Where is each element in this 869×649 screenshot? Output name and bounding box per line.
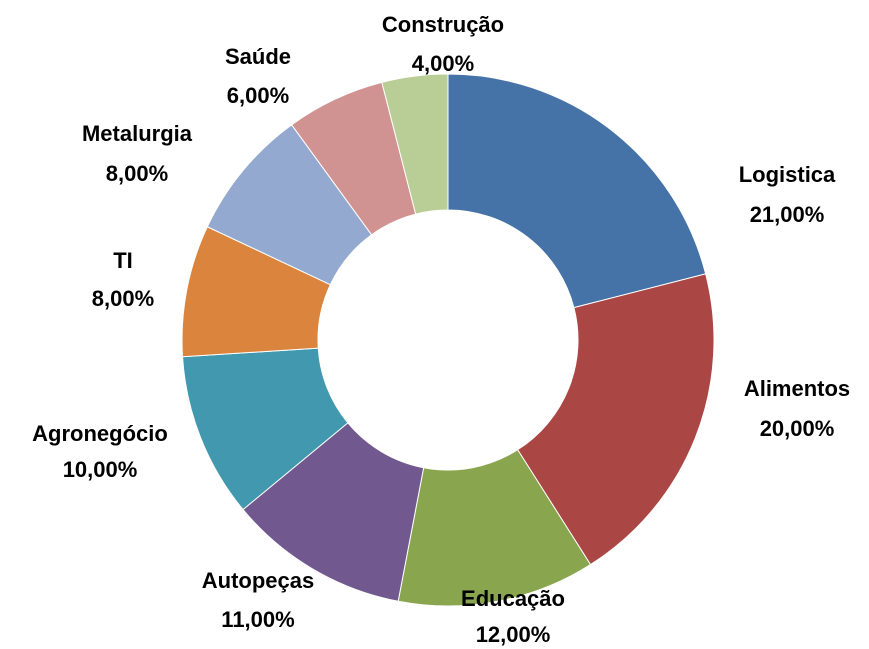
value-label: 21,00% — [750, 202, 825, 227]
category-label: Logistica — [739, 162, 836, 187]
value-label: 12,00% — [476, 622, 551, 647]
category-label: Alimentos — [744, 376, 850, 401]
value-label: 8,00% — [106, 161, 168, 186]
value-label: 4,00% — [412, 51, 474, 76]
donut-slice — [516, 273, 715, 566]
category-label: Educação — [461, 586, 565, 611]
value-label: 8,00% — [92, 286, 154, 311]
donut-slice — [381, 73, 449, 215]
value-label: 6,00% — [227, 83, 289, 108]
category-label: Saúde — [225, 44, 291, 69]
value-label: 10,00% — [63, 457, 138, 482]
category-label: TI — [113, 248, 133, 273]
value-label: 20,00% — [760, 416, 835, 441]
category-label: Metalurgia — [82, 121, 193, 146]
donut-slice — [447, 73, 707, 309]
value-label: 11,00% — [221, 607, 294, 632]
category-label: Agronegócio — [32, 421, 168, 446]
category-label: Autopeças — [202, 568, 314, 593]
category-label: Construção — [382, 12, 504, 37]
